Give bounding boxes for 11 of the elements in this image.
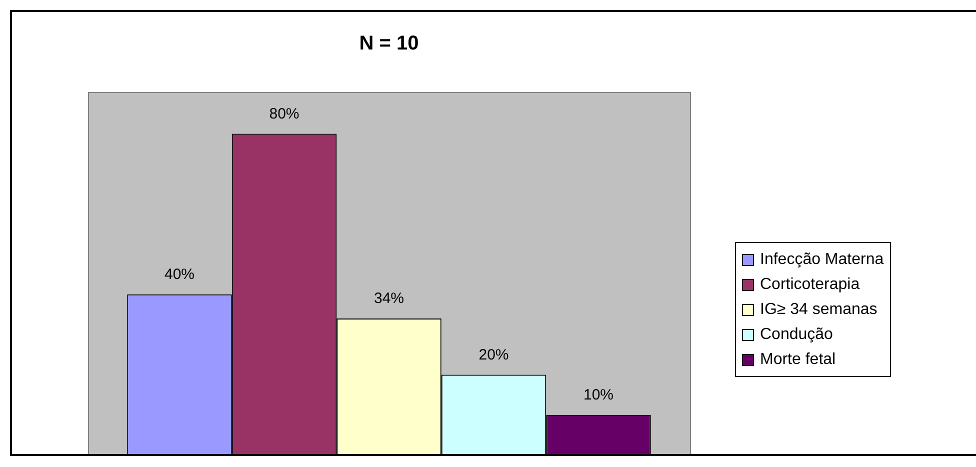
data-label: 10% (583, 386, 614, 404)
legend-label: Corticoterapia (760, 276, 860, 294)
legend-label: Infecção Materna (760, 250, 884, 268)
legend-label: Condução (760, 326, 833, 344)
chart-title: N = 10 (359, 32, 419, 55)
data-label: 34% (374, 290, 404, 308)
data-label: 40% (164, 266, 195, 284)
data-label: 20% (478, 346, 509, 364)
legend-label: Morte fetal (760, 350, 836, 368)
data-label: 80% (269, 105, 300, 122)
legend-label: IG≥ 34 semanas (760, 300, 878, 318)
